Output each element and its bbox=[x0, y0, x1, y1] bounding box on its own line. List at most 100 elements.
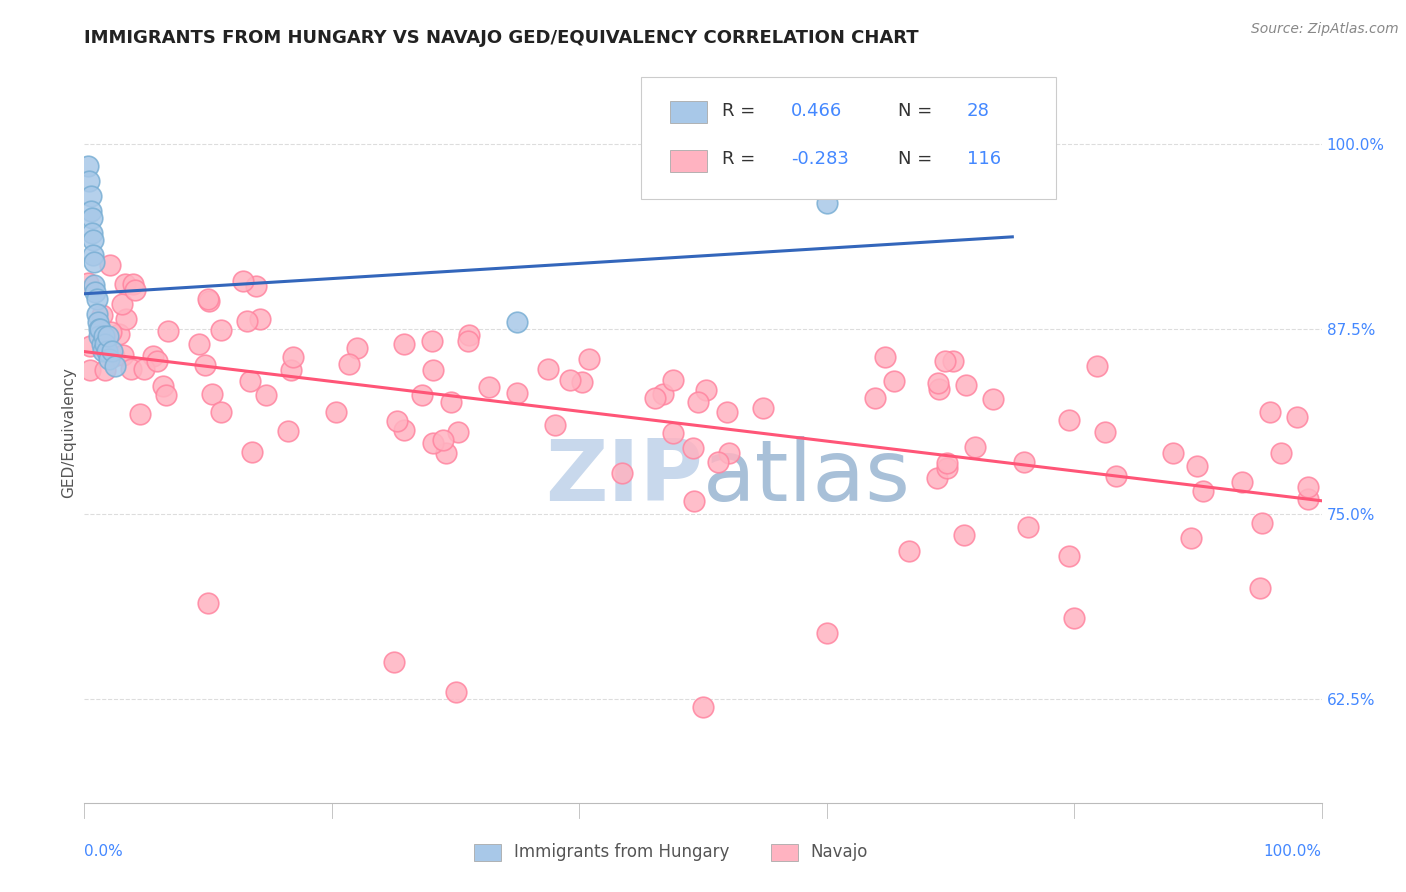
Point bbox=[108, 326, 131, 341]
Point bbox=[506, 386, 529, 401]
Point bbox=[432, 434, 454, 448]
Point bbox=[662, 425, 685, 440]
Point bbox=[79, 339, 101, 353]
Point bbox=[90, 308, 112, 322]
Point bbox=[981, 392, 1004, 406]
Text: ZIP: ZIP bbox=[546, 435, 703, 518]
Point bbox=[1017, 520, 1039, 534]
Point bbox=[122, 277, 145, 292]
Point bbox=[239, 374, 262, 388]
Point bbox=[145, 354, 167, 368]
Point bbox=[83, 255, 105, 269]
Point bbox=[89, 322, 111, 336]
Point bbox=[201, 386, 224, 401]
Point bbox=[1180, 531, 1202, 545]
Point bbox=[83, 277, 105, 292]
Text: Navajo: Navajo bbox=[811, 843, 868, 861]
Point bbox=[98, 351, 121, 366]
Point bbox=[236, 314, 259, 328]
FancyBboxPatch shape bbox=[669, 101, 707, 123]
Point bbox=[254, 388, 277, 402]
Point bbox=[87, 315, 110, 329]
Point bbox=[89, 329, 111, 343]
Point bbox=[422, 363, 444, 377]
Point bbox=[571, 376, 593, 390]
Point bbox=[82, 248, 104, 262]
Point bbox=[94, 336, 117, 351]
Point bbox=[337, 357, 360, 371]
Text: N =: N = bbox=[898, 151, 932, 169]
Point bbox=[93, 329, 115, 343]
Point bbox=[382, 655, 405, 669]
Point bbox=[411, 388, 433, 402]
Point bbox=[815, 196, 838, 211]
Point bbox=[84, 285, 107, 299]
Point bbox=[928, 382, 950, 396]
Point bbox=[651, 387, 673, 401]
Point bbox=[249, 312, 271, 326]
Point bbox=[209, 405, 232, 419]
Point bbox=[692, 699, 714, 714]
Point bbox=[96, 344, 118, 359]
Point bbox=[392, 423, 415, 437]
Point bbox=[815, 625, 838, 640]
FancyBboxPatch shape bbox=[669, 150, 707, 172]
Point bbox=[79, 188, 101, 202]
Point bbox=[155, 388, 177, 402]
FancyBboxPatch shape bbox=[474, 844, 502, 861]
Point bbox=[79, 174, 101, 188]
Point bbox=[683, 493, 706, 508]
Point bbox=[82, 233, 104, 247]
Point bbox=[1285, 409, 1308, 424]
Point bbox=[346, 342, 368, 356]
Point bbox=[280, 362, 302, 376]
Point bbox=[198, 294, 221, 309]
Point bbox=[934, 354, 956, 368]
Point bbox=[134, 362, 156, 376]
Point bbox=[104, 359, 127, 373]
Point bbox=[240, 445, 263, 459]
Point bbox=[422, 436, 444, 450]
Point bbox=[1057, 549, 1080, 563]
Point bbox=[114, 277, 136, 292]
Point bbox=[111, 297, 134, 311]
Point bbox=[865, 391, 887, 405]
Point bbox=[1057, 413, 1080, 427]
Point bbox=[232, 274, 254, 288]
Point bbox=[1192, 484, 1215, 499]
Text: Immigrants from Hungary: Immigrants from Hungary bbox=[513, 843, 730, 861]
Point bbox=[90, 336, 112, 351]
Point bbox=[120, 362, 142, 376]
Text: IMMIGRANTS FROM HUNGARY VS NAVAJO GED/EQUIVALENCY CORRELATION CHART: IMMIGRANTS FROM HUNGARY VS NAVAJO GED/EQ… bbox=[84, 29, 920, 47]
Point bbox=[1161, 446, 1184, 460]
Point bbox=[157, 324, 180, 338]
Point bbox=[100, 344, 122, 359]
Point bbox=[695, 383, 717, 397]
Point bbox=[86, 307, 108, 321]
Point bbox=[707, 455, 730, 469]
Point bbox=[1298, 492, 1320, 507]
Point bbox=[245, 279, 267, 293]
Point bbox=[283, 350, 305, 364]
Point bbox=[925, 471, 948, 485]
Point bbox=[420, 334, 443, 348]
Text: R =: R = bbox=[721, 151, 755, 169]
Point bbox=[197, 292, 219, 306]
Point bbox=[91, 344, 114, 359]
Point bbox=[537, 362, 560, 376]
Point bbox=[434, 446, 457, 460]
Point bbox=[644, 391, 666, 405]
Point bbox=[194, 358, 217, 372]
Text: 28: 28 bbox=[966, 102, 990, 120]
Point bbox=[1249, 581, 1271, 595]
Point bbox=[100, 325, 122, 339]
Point bbox=[752, 401, 775, 415]
Point bbox=[506, 315, 529, 329]
Point bbox=[935, 461, 957, 475]
Point bbox=[447, 425, 470, 439]
Point bbox=[142, 349, 165, 363]
Text: R =: R = bbox=[721, 102, 755, 120]
Text: Source: ZipAtlas.com: Source: ZipAtlas.com bbox=[1251, 22, 1399, 37]
Point bbox=[209, 323, 232, 337]
Point bbox=[1251, 516, 1274, 531]
